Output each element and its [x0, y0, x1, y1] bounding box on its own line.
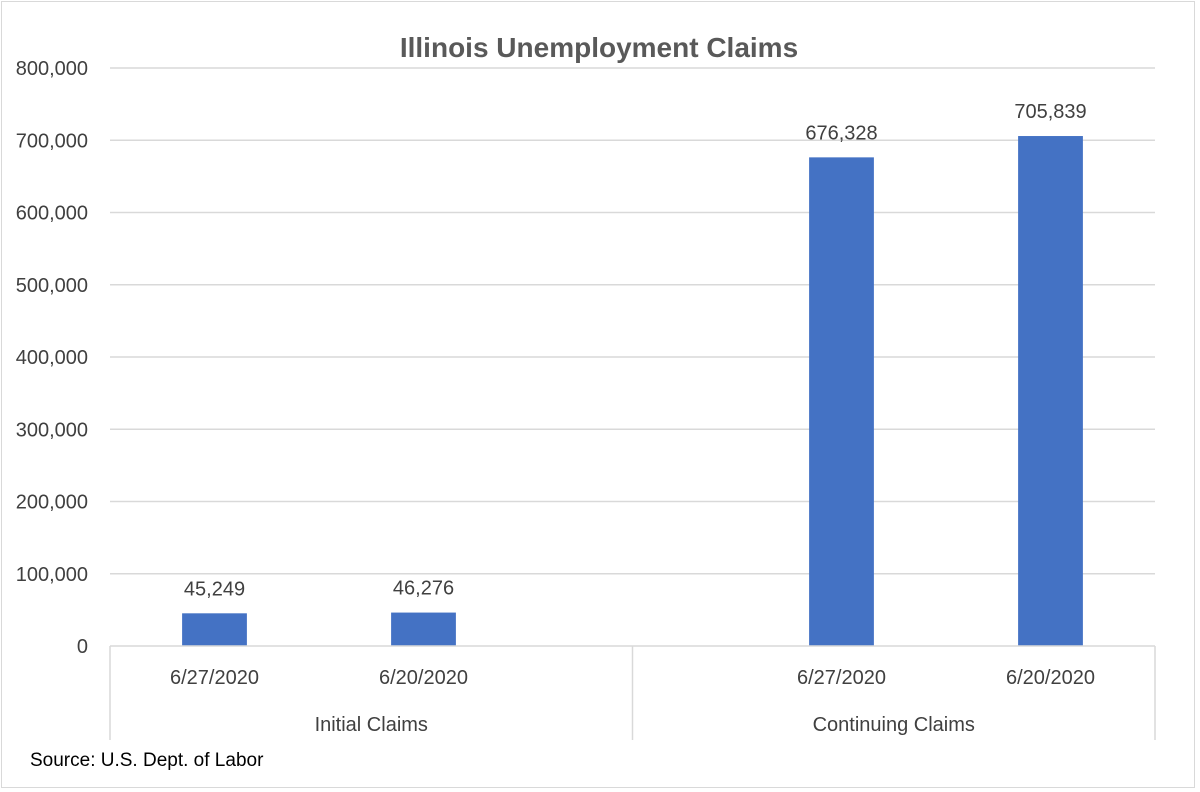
y-tick-label: 400,000 [16, 347, 88, 369]
x-category-label: 6/27/2020 [797, 667, 886, 689]
y-tick-label: 700,000 [16, 130, 88, 152]
y-axis-ticks: 0 100,000 200,000 300,000 400,000 500,000 600,… [16, 58, 88, 658]
x-category-label: 6/20/2020 [379, 667, 468, 689]
x-category-label: 6/27/2020 [170, 667, 259, 689]
x-group-label: Continuing Claims [813, 714, 975, 736]
y-tick-label: 600,000 [16, 203, 88, 225]
bar [182, 613, 247, 646]
y-tick-label: 800,000 [16, 58, 88, 80]
bar-data-label: 46,276 [393, 578, 454, 600]
y-tick-label: 200,000 [16, 492, 88, 514]
bar [1018, 136, 1083, 647]
source-note: Source: U.S. Dept. of Labor [30, 750, 264, 771]
x-axis: 6/27/2020 6/20/2020 6/27/2020 6/20/2020 Init… [109, 645, 1156, 740]
data-labels: 45,249 46,276 676,328 705,839 [184, 101, 1087, 600]
bar [809, 157, 874, 646]
chart-title: Illinois Unemployment Claims [400, 32, 798, 63]
bar-data-label: 705,839 [1014, 101, 1086, 123]
y-tick-label: 0 [77, 636, 88, 658]
gridlines [110, 67, 1155, 575]
y-tick-label: 300,000 [16, 419, 88, 441]
y-tick-label: 500,000 [16, 275, 88, 297]
bar-data-label: 676,328 [805, 122, 877, 144]
bar [391, 612, 456, 646]
y-tick-label: 100,000 [16, 564, 88, 586]
x-group-label: Initial Claims [315, 714, 428, 736]
x-category-label: 6/20/2020 [1006, 667, 1095, 689]
bars [182, 136, 1083, 647]
bar-data-label: 45,249 [184, 578, 245, 600]
